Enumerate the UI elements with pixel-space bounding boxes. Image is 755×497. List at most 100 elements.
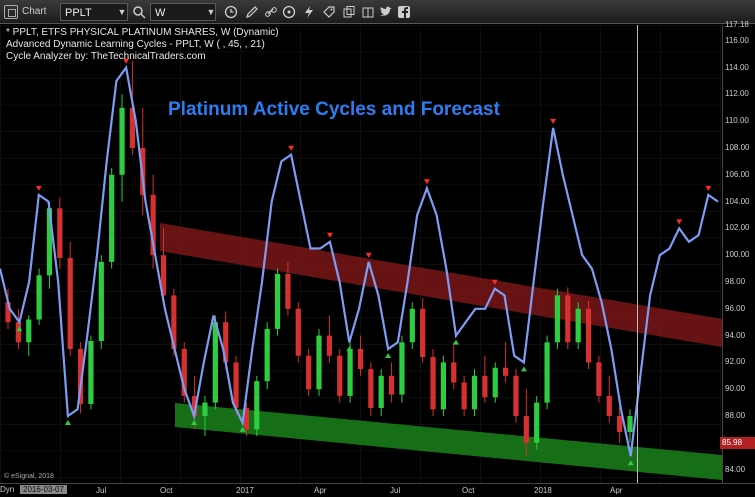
- price-tick-label: 114.00: [725, 62, 749, 72]
- candle: [233, 355, 239, 417]
- cycle-line: [0, 64, 719, 457]
- tag-icon[interactable]: [322, 5, 336, 19]
- candle: [57, 197, 63, 269]
- cycle-peak-marker: [423, 179, 430, 185]
- candle: [461, 375, 467, 417]
- symbol-dropdown-icon[interactable]: ▼: [117, 7, 127, 17]
- price-tick-label: 104.00: [725, 196, 750, 206]
- candle: [596, 355, 602, 403]
- cycle-peak-marker: [491, 279, 498, 285]
- book-icon[interactable]: [361, 5, 375, 19]
- candle: [409, 302, 415, 350]
- date-tick-label: Oct: [160, 486, 173, 495]
- date-tick-label: 2018: [534, 486, 552, 495]
- price-tick-label: 110.00: [725, 116, 749, 126]
- candle: [420, 298, 426, 363]
- candle: [264, 322, 270, 390]
- date-range-label: Dyn: [0, 485, 15, 494]
- interval-input[interactable]: W: [150, 3, 216, 21]
- candle: [606, 375, 612, 423]
- price-chart[interactable]: [0, 25, 722, 483]
- cycle-trough-marker: [64, 420, 71, 426]
- price-tick-label: 96.00: [725, 303, 746, 313]
- price-tick-label: 102.00: [725, 223, 750, 233]
- date-tick-label: 2017: [236, 486, 254, 495]
- symbol-search-icon[interactable]: [132, 5, 146, 19]
- candle: [544, 335, 550, 410]
- chart-window-icon: [4, 5, 18, 19]
- copy-icon[interactable]: [342, 5, 356, 19]
- link-icon[interactable]: [264, 5, 278, 19]
- date-axis[interactable]: Dyn 2016-03-07 Jul Oct 2017 Apr Jul Oct 2018 Ap…: [0, 483, 755, 497]
- candle: [575, 302, 581, 350]
- cycle-peak-marker: [705, 185, 712, 191]
- upper-channel-band: [160, 223, 722, 347]
- twitter-icon[interactable]: [379, 5, 393, 19]
- date-tick-label: Apr: [610, 486, 623, 495]
- cycle-trough-marker: [520, 366, 527, 372]
- candle: [368, 362, 374, 417]
- interval-dropdown-icon[interactable]: ▼: [206, 7, 216, 17]
- price-tick-label: 94.00: [725, 330, 746, 340]
- cycle-trough-marker: [385, 353, 392, 359]
- candle: [326, 315, 332, 363]
- window-title: Chart: [22, 6, 47, 17]
- price-axis[interactable]: 117.18 116.00 114.00 112.00 110.00 108.00 106.…: [722, 20, 755, 483]
- candle: [119, 94, 125, 202]
- candle: [88, 335, 94, 410]
- candle: [243, 402, 250, 437]
- date-range-start[interactable]: Dyn 2016-03-07: [0, 485, 67, 494]
- price-tick-label: 84.00: [725, 464, 746, 474]
- chart-toolbar: Chart PPLT ▼ W ▼: [0, 0, 755, 24]
- candle: [440, 355, 446, 417]
- cycle-trough-marker: [627, 460, 634, 466]
- bolt-icon[interactable]: [302, 5, 316, 19]
- cycle-peak-marker: [35, 185, 42, 191]
- candle: [285, 261, 291, 316]
- candle: [399, 335, 405, 403]
- candle: [202, 395, 208, 437]
- candle: [565, 287, 571, 350]
- date-tick-label: Oct: [462, 486, 475, 495]
- cycle-peak-marker: [550, 118, 557, 124]
- candle: [254, 375, 260, 437]
- candle: [192, 375, 198, 430]
- candle: [430, 349, 436, 417]
- pencil-icon[interactable]: [245, 5, 259, 19]
- cycle-peak-marker: [365, 252, 372, 258]
- symbol-input[interactable]: PPLT: [60, 3, 128, 21]
- candle: [5, 288, 11, 329]
- candle: [627, 409, 633, 443]
- clock-icon[interactable]: [224, 5, 238, 19]
- cycle-trough-marker: [239, 426, 246, 432]
- cycle-trough-marker: [346, 346, 353, 352]
- facebook-icon[interactable]: [397, 5, 411, 19]
- price-tick-label: 117.18: [725, 20, 749, 29]
- candle: [503, 342, 509, 383]
- candle: [388, 362, 395, 403]
- price-tick-label: 106.00: [725, 169, 750, 179]
- candle: [109, 168, 115, 269]
- date-tick-label: Jul: [390, 486, 401, 495]
- candle: [181, 342, 187, 403]
- candle: [306, 349, 312, 396]
- candle: [513, 369, 519, 423]
- last-price-tag: 85.98: [720, 437, 755, 450]
- circle-icon[interactable]: [282, 5, 296, 19]
- copyright-text: © eSignal, 2018: [4, 473, 54, 480]
- candle: [357, 335, 364, 376]
- start-date-field[interactable]: 2016-03-07: [20, 485, 67, 494]
- chart-heading: Platinum Active Cycles and Forecast: [168, 99, 500, 120]
- cycle-peak-marker: [326, 232, 333, 238]
- cycle-trough-marker: [191, 420, 198, 426]
- candle: [534, 395, 540, 450]
- candle: [617, 402, 623, 443]
- candle: [337, 349, 343, 403]
- candle: [26, 315, 32, 356]
- price-tick-label: 100.00: [725, 250, 750, 260]
- candle: [98, 255, 104, 350]
- lower-channel-band: [175, 403, 722, 480]
- candle: [36, 268, 42, 325]
- candle: [274, 268, 281, 336]
- date-tick-label: Jul: [96, 486, 107, 495]
